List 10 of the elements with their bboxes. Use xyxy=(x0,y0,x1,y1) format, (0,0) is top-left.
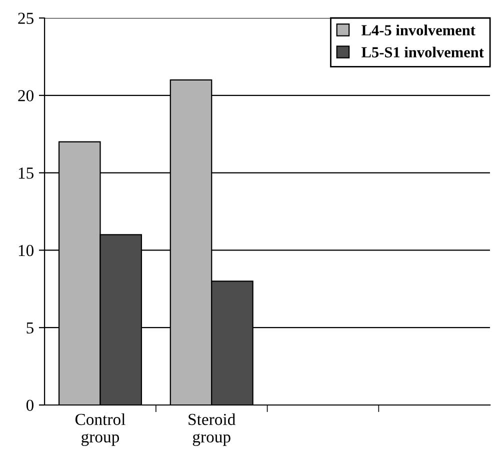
y-tick-label: 0 xyxy=(26,400,34,411)
y-tick-label: 15 xyxy=(18,168,34,179)
y-tick-label: 20 xyxy=(18,90,34,102)
x-tick-label: Steroid group xyxy=(188,413,236,446)
y-tick-label: 5 xyxy=(26,322,34,334)
legend-label: L5-S1 involvement xyxy=(362,46,484,58)
y-tick-label: 25 xyxy=(18,12,34,24)
x-tick-label: Control group xyxy=(75,413,126,446)
legend-label: L4-5 involvement xyxy=(362,24,476,36)
y-tick-label: 10 xyxy=(18,244,34,256)
